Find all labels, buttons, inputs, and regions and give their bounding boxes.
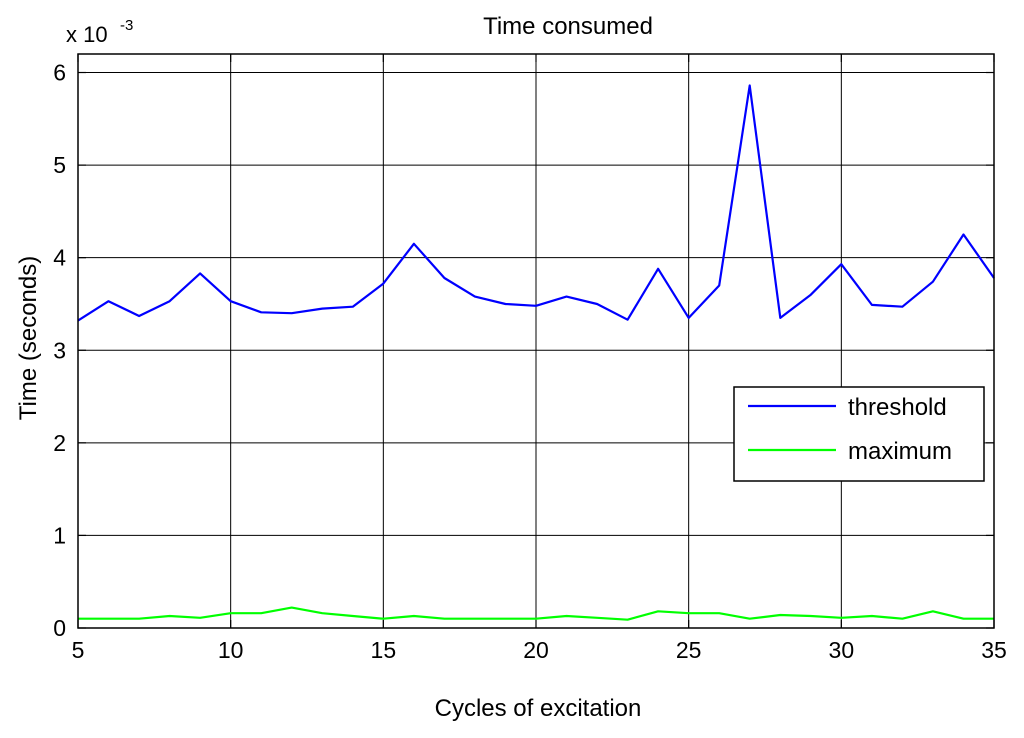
y-tick-label: 4: [53, 245, 66, 271]
x-tick-label: 15: [371, 637, 397, 663]
x-tick-label: 20: [523, 637, 549, 663]
y-tick-label: 3: [53, 337, 66, 363]
axis-ticks: 5 10 15 20 25 30 35 0 1 2 3 4 5 6: [53, 54, 1007, 663]
y-tick-label: 1: [53, 522, 66, 548]
x-tick-label: 5: [72, 637, 85, 663]
y-tick-label: 6: [53, 60, 66, 86]
y-tick-label: 5: [53, 152, 66, 178]
series-line-threshold: [77, 84, 995, 322]
y-multiplier-exponent: -3: [120, 17, 133, 34]
legend-label-maximum: maximum: [848, 438, 952, 465]
series-line-maximum: [78, 606, 994, 621]
chart-title: Time consumed: [483, 13, 653, 40]
y-multiplier: x 10 -3: [66, 17, 133, 47]
legend: threshold maximum: [733, 386, 985, 482]
y-multiplier-base: x 10: [66, 22, 108, 47]
y-axis-title: Time (seconds): [15, 256, 42, 420]
x-tick-label: 35: [981, 637, 1007, 663]
x-tick-label: 30: [829, 637, 855, 663]
y-tick-label: 2: [53, 430, 66, 456]
y-tick-label: 0: [53, 615, 66, 641]
series-lines: [77, 84, 995, 621]
x-axis-title: Cycles of excitation: [435, 695, 642, 722]
legend-box: [733, 386, 985, 482]
legend-label-threshold: threshold: [848, 394, 947, 421]
x-tick-label: 25: [676, 637, 702, 663]
x-tick-label: 10: [218, 637, 244, 663]
